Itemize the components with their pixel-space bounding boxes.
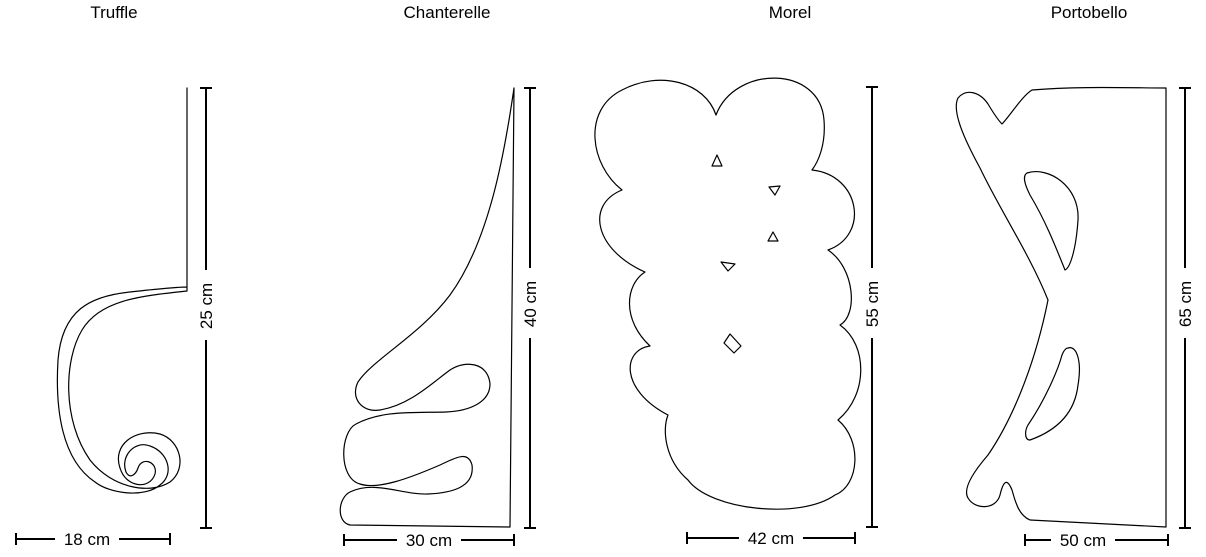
portobello-height-label: 65 cm — [1176, 281, 1195, 327]
chanterelle-template: Chanterelle 40 cm 30 cm — [339, 3, 540, 550]
truffle-shape — [56, 87, 188, 494]
morel-width-label: 42 cm — [748, 529, 794, 548]
chanterelle-height-label: 40 cm — [521, 281, 540, 327]
portobello-lower-slot — [1025, 347, 1080, 441]
chanterelle-width-label: 30 cm — [406, 531, 452, 550]
portobello-title: Portobello — [1051, 3, 1128, 22]
morel-height-dimension: 55 cm — [862, 86, 882, 528]
morel-hole — [720, 261, 736, 272]
portobello-width-dimension: 50 cm — [1024, 530, 1169, 550]
portobello-height-dimension: 65 cm — [1175, 87, 1195, 529]
chanterelle-width-dimension: 30 cm — [343, 530, 515, 550]
morel-title: Morel — [769, 3, 812, 22]
morel-template: Morel 55 cm 42 cm — [594, 3, 882, 548]
chanterelle-height-dimension: 40 cm — [520, 87, 540, 529]
morel-shape — [594, 77, 862, 510]
truffle-template: Truffle 25 cm 18 cm — [15, 3, 216, 549]
morel-hole — [711, 154, 723, 167]
truffle-height-dimension: 25 cm — [196, 87, 216, 529]
chanterelle-shape — [339, 87, 515, 528]
chanterelle-title: Chanterelle — [404, 3, 491, 22]
portobello-width-label: 50 cm — [1060, 531, 1106, 550]
morel-hole — [768, 185, 781, 196]
morel-hole — [767, 231, 779, 242]
truffle-height-label: 25 cm — [197, 283, 216, 329]
morel-width-dimension: 42 cm — [686, 528, 856, 548]
morel-hole — [723, 333, 742, 354]
morel-holes — [711, 154, 781, 354]
truffle-width-label: 18 cm — [64, 530, 110, 549]
portobello-template: Portobello 65 cm 50 cm — [955, 3, 1195, 550]
truffle-width-dimension: 18 cm — [15, 529, 171, 549]
truffle-title: Truffle — [90, 3, 137, 22]
portobello-shape — [955, 86, 1167, 528]
morel-height-label: 55 cm — [863, 281, 882, 327]
portobello-upper-slot — [1023, 171, 1079, 271]
